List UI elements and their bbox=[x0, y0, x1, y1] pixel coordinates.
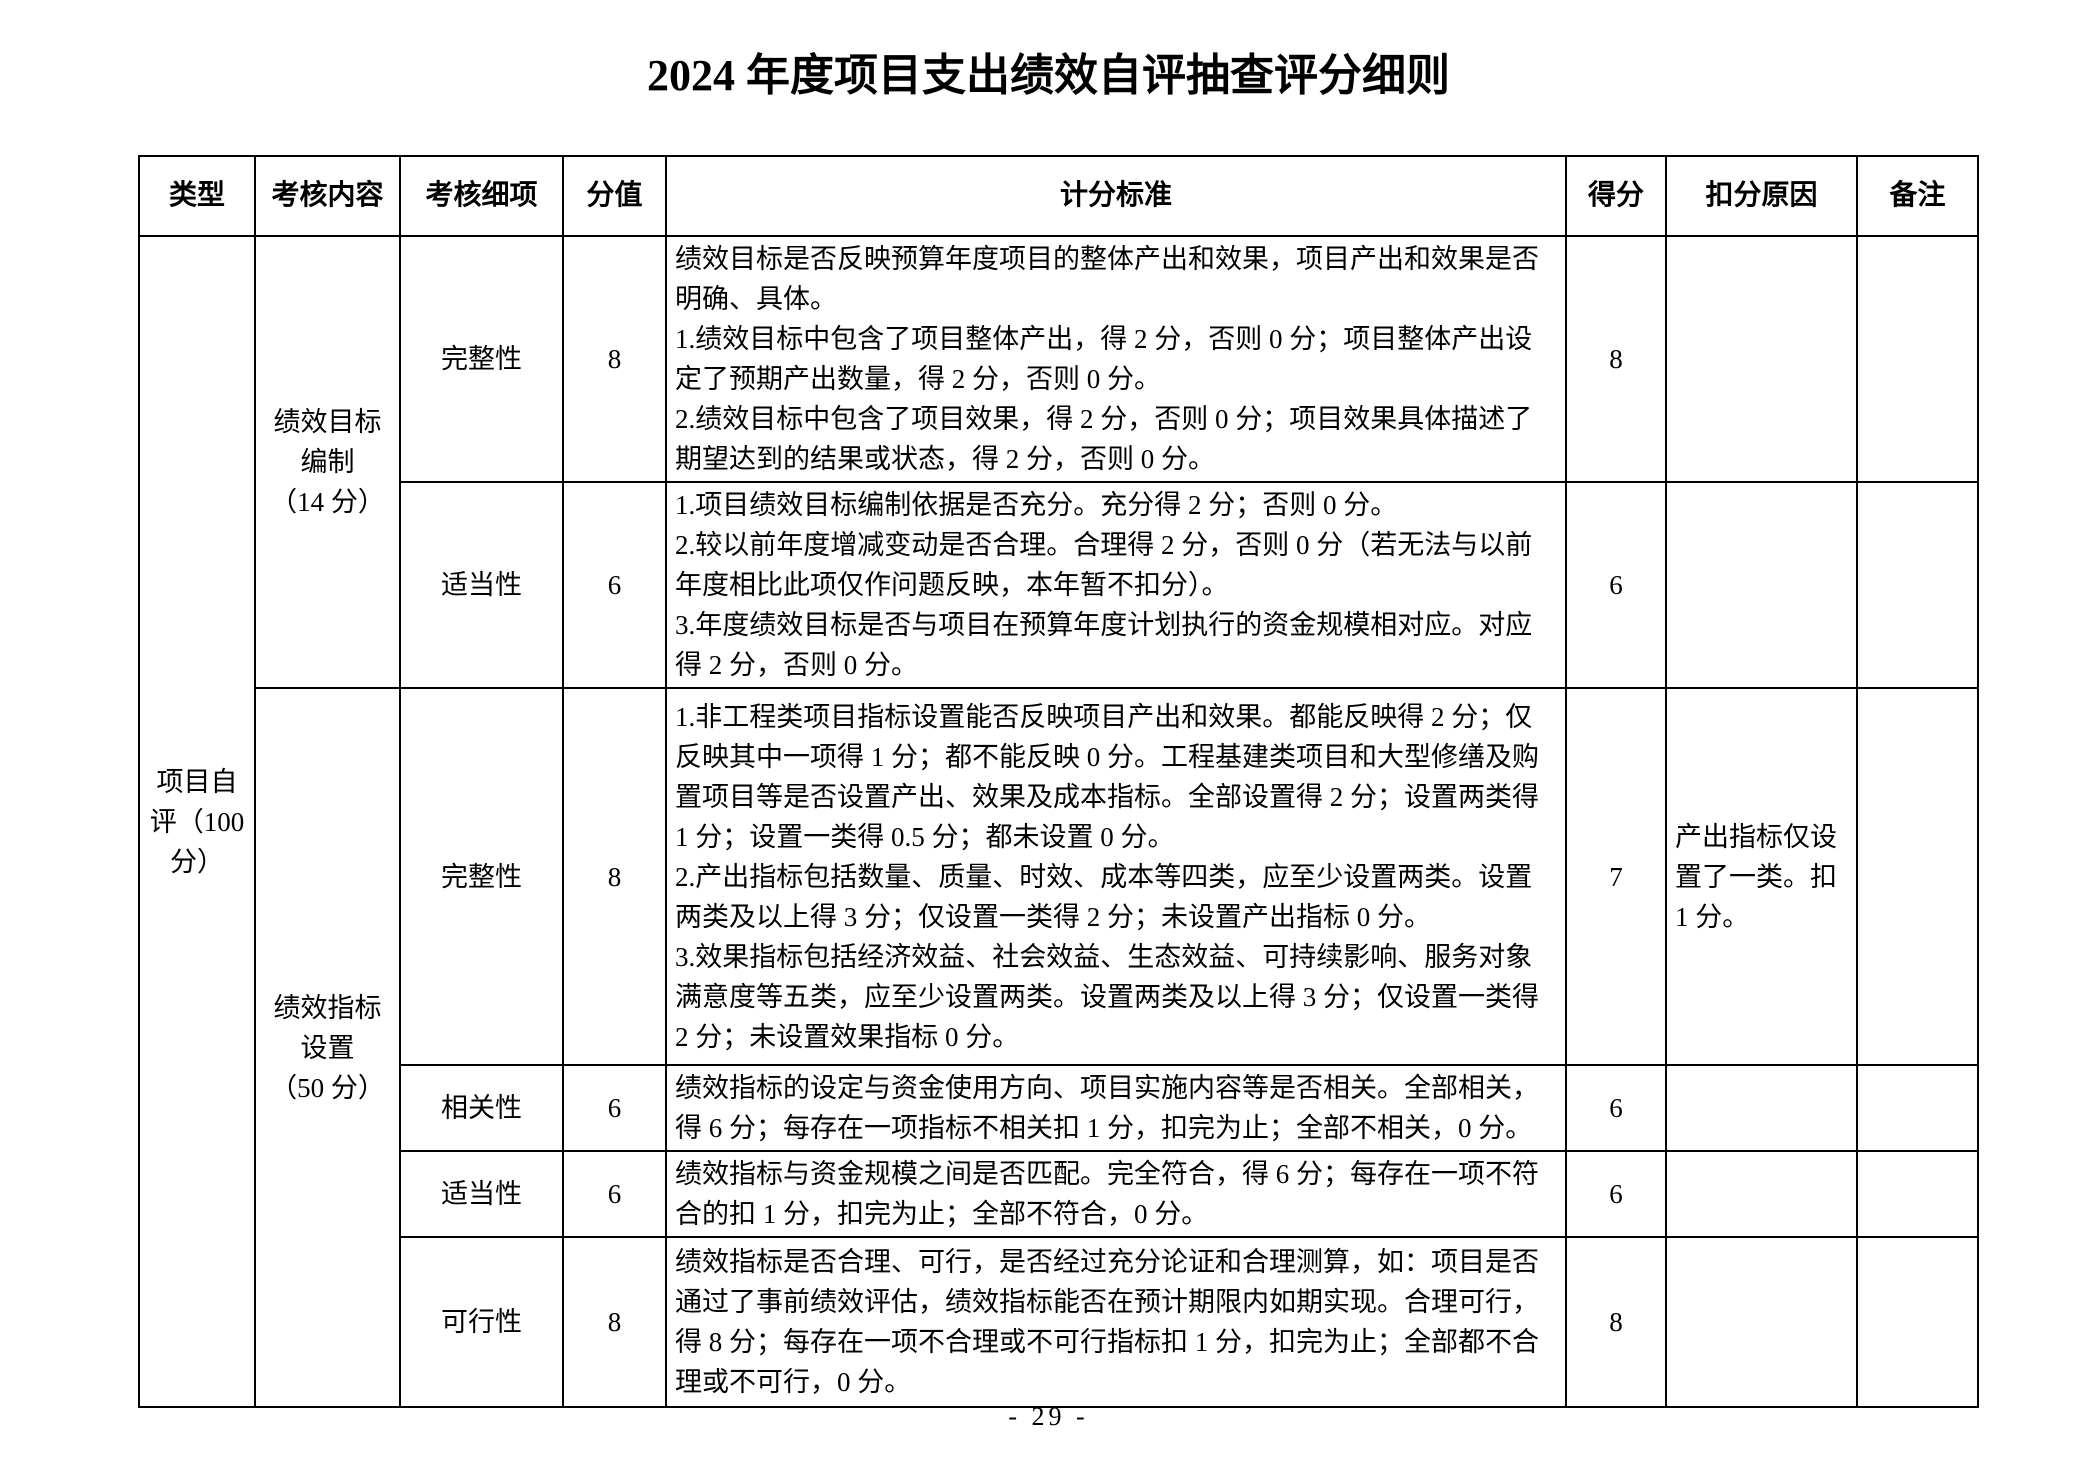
remark-cell bbox=[1856, 481, 1979, 689]
points-cell: 6 bbox=[562, 481, 667, 689]
score-cell: 6 bbox=[1565, 481, 1667, 689]
criteria-cell: 绩效指标是否合理、可行，是否经过充分论证和合理测算，如：项目是否通过了事前绩效评… bbox=[665, 1236, 1567, 1408]
header-remark: 备注 bbox=[1856, 155, 1979, 237]
criteria-cell: 1.非工程类项目指标设置能否反映项目产出和效果。都能反映得 2 分；仅反映其中一… bbox=[665, 687, 1567, 1066]
item-cell: 完整性 bbox=[399, 235, 564, 483]
header-score: 得分 bbox=[1565, 155, 1667, 237]
header-content: 考核内容 bbox=[254, 155, 401, 237]
deduction-cell bbox=[1665, 1236, 1858, 1408]
points-cell: 8 bbox=[562, 1236, 667, 1408]
group-cell: 绩效指标 设置 （50 分） bbox=[254, 687, 401, 1408]
deduction-cell: 产出指标仅设 置了一类。扣 1 分。 bbox=[1665, 687, 1858, 1066]
header-points: 分值 bbox=[562, 155, 667, 237]
points-cell: 6 bbox=[562, 1150, 667, 1238]
deduction-cell bbox=[1665, 1064, 1858, 1152]
criteria-cell: 1.项目绩效目标编制依据是否充分。充分得 2 分；否则 0 分。 2.较以前年度… bbox=[665, 481, 1567, 689]
item-cell: 可行性 bbox=[399, 1236, 564, 1408]
header-row: 类型 考核内容 考核细项 分值 计分标准 得分 扣分原因 备注 bbox=[138, 155, 1979, 237]
points-cell: 6 bbox=[562, 1064, 667, 1152]
deduction-cell bbox=[1665, 1150, 1858, 1238]
points-cell: 8 bbox=[562, 687, 667, 1066]
criteria-cell: 绩效目标是否反映预算年度项目的整体产出和效果，项目产出和效果是否明确、具体。 1… bbox=[665, 235, 1567, 483]
score-cell: 7 bbox=[1565, 687, 1667, 1066]
item-cell: 完整性 bbox=[399, 687, 564, 1066]
header-type: 类型 bbox=[138, 155, 256, 237]
points-cell: 8 bbox=[562, 235, 667, 483]
remark-cell bbox=[1856, 235, 1979, 483]
header-criteria: 计分标准 bbox=[665, 155, 1567, 237]
group-cell: 绩效目标 编制 （14 分） bbox=[254, 235, 401, 689]
page-number: - 29 - bbox=[1008, 1402, 1089, 1431]
table-row: 可行性 8 绩效指标是否合理、可行，是否经过充分论证和合理测算，如：项目是否通过… bbox=[139, 1236, 1979, 1408]
scoring-rubric-table: 类型 考核内容 考核细项 分值 计分标准 得分 扣分原因 备注 项目自 评（10… bbox=[138, 155, 1979, 1408]
header-item: 考核细项 bbox=[399, 155, 564, 237]
deduction-cell bbox=[1665, 481, 1858, 689]
page-title: 2024 年度项目支出绩效自评抽查评分细则 bbox=[647, 51, 1450, 100]
remark-cell bbox=[1856, 687, 1979, 1066]
criteria-cell: 绩效指标的设定与资金使用方向、项目实施内容等是否相关。全部相关，得 6 分；每存… bbox=[665, 1064, 1567, 1152]
table-row: 适当性 6 1.项目绩效目标编制依据是否充分。充分得 2 分；否则 0 分。 2… bbox=[139, 481, 1979, 689]
type-cell: 项目自 评（100 分） bbox=[138, 235, 256, 1408]
deduction-cell bbox=[1665, 235, 1858, 483]
table-row: 项目自 评（100 分） 绩效目标 编制 （14 分） 完整性 8 绩效目标是否… bbox=[138, 235, 1979, 1408]
item-cell: 相关性 bbox=[399, 1064, 564, 1152]
table-row: 适当性 6 绩效指标与资金规模之间是否匹配。完全符合，得 6 分；每存在一项不符… bbox=[139, 1150, 1979, 1238]
score-cell: 6 bbox=[1565, 1064, 1667, 1152]
item-cell: 适当性 bbox=[399, 1150, 564, 1238]
score-cell: 8 bbox=[1565, 235, 1667, 483]
table-row: 相关性 6 绩效指标的设定与资金使用方向、项目实施内容等是否相关。全部相关，得 … bbox=[139, 1064, 1979, 1152]
remark-cell bbox=[1856, 1150, 1979, 1238]
criteria-cell: 绩效指标与资金规模之间是否匹配。完全符合，得 6 分；每存在一项不符合的扣 1 … bbox=[665, 1150, 1567, 1238]
table-row: 绩效指标 设置 （50 分） 完整性 8 1.非工程类项目指标设置能否反映项目产… bbox=[139, 687, 1979, 1408]
item-cell: 适当性 bbox=[399, 481, 564, 689]
remark-cell bbox=[1856, 1064, 1979, 1152]
score-cell: 8 bbox=[1565, 1236, 1667, 1408]
remark-cell bbox=[1856, 1236, 1979, 1408]
header-deduction: 扣分原因 bbox=[1665, 155, 1858, 237]
score-cell: 6 bbox=[1565, 1150, 1667, 1238]
